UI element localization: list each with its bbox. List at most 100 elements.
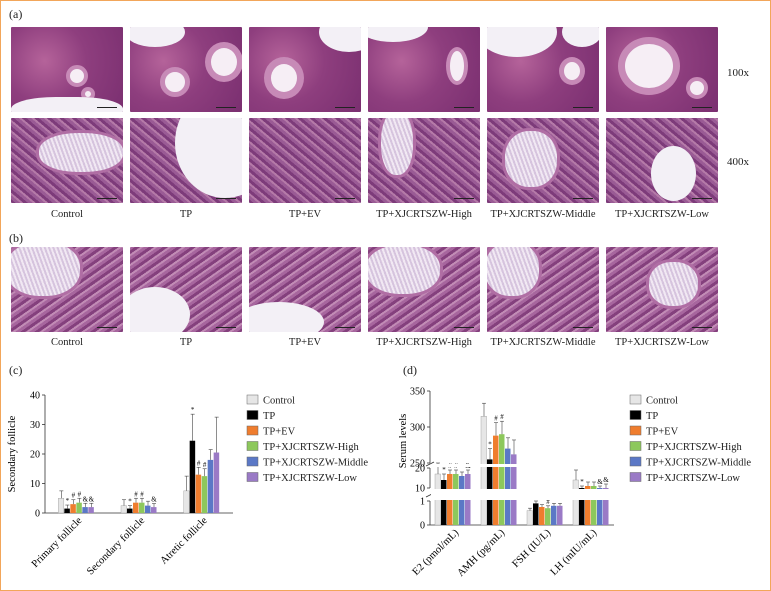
axis-break-gap bbox=[431, 489, 615, 500]
micrograph-b-tp bbox=[130, 247, 242, 332]
micrograph-100x-tp-ev bbox=[249, 27, 361, 112]
bar-0-5 bbox=[88, 507, 94, 513]
bar-2-1 bbox=[533, 503, 539, 525]
bar-3-5 bbox=[603, 488, 609, 525]
significance-mark: & bbox=[89, 495, 95, 503]
caption-b-tp: TP bbox=[179, 337, 193, 348]
legend-swatch-3 bbox=[246, 441, 259, 451]
bar-1-4 bbox=[145, 505, 151, 513]
legend-label-4: TP+XJCRTSZW-Middle bbox=[263, 458, 368, 469]
caption-b-low: TP+XJCRTSZW-Low bbox=[615, 337, 709, 348]
bar-3-1 bbox=[579, 488, 585, 525]
y-tick-label: 300 bbox=[410, 423, 425, 434]
bar-0-2 bbox=[70, 504, 76, 513]
legend-label-1: TP bbox=[263, 411, 275, 422]
bar-0-3 bbox=[76, 502, 82, 513]
micrograph-400x-middle bbox=[487, 118, 599, 203]
caption-a-tp: TP bbox=[179, 209, 193, 220]
y-axis-label: Secondary follicle bbox=[7, 415, 18, 492]
bar-2-3 bbox=[545, 508, 551, 525]
significance-mark: * bbox=[488, 441, 492, 449]
axis-break-gap bbox=[431, 464, 615, 467]
caption-a-high: TP+XJCRTSZW-High bbox=[376, 209, 472, 220]
bar-0-0 bbox=[58, 498, 65, 514]
legend-label-1: TP bbox=[646, 411, 658, 422]
bar-1-0 bbox=[480, 416, 487, 526]
bar-0-1 bbox=[64, 508, 70, 513]
x-category-label-0: Primary follicle bbox=[30, 515, 85, 570]
significance-mark: * bbox=[128, 498, 132, 506]
magnification-100x: 100x bbox=[727, 67, 749, 79]
significance-mark: & bbox=[597, 478, 603, 486]
significance-mark: # bbox=[546, 498, 550, 506]
bar-2-5 bbox=[557, 505, 563, 525]
significance-mark: & bbox=[603, 476, 609, 484]
micrograph-400x-tp bbox=[130, 118, 242, 203]
bar-3-2 bbox=[585, 486, 591, 525]
bar-0-4 bbox=[82, 507, 88, 513]
caption-a-control: Control bbox=[50, 209, 84, 220]
caption-b-high: TP+XJCRTSZW-High bbox=[376, 337, 472, 348]
micrograph-400x-tp-ev bbox=[249, 118, 361, 203]
y-tick-label: 1 bbox=[420, 497, 425, 508]
bar-1-0 bbox=[120, 505, 127, 514]
y-tick-label: 20 bbox=[30, 450, 40, 461]
significance-mark: # bbox=[72, 492, 76, 500]
y-tick-label: 10 bbox=[415, 484, 425, 495]
significance-mark: & bbox=[83, 495, 89, 503]
bar-3-0 bbox=[572, 479, 579, 526]
micrograph-100x-low bbox=[606, 27, 718, 112]
bar-2-1 bbox=[189, 440, 196, 513]
micrograph-100x-high bbox=[368, 27, 480, 112]
legend-swatch-4 bbox=[629, 456, 642, 467]
x-category-label-2: Atretic follicle bbox=[159, 515, 211, 567]
caption-a-middle: TP+XJCRTSZW-Middle bbox=[490, 209, 596, 220]
caption-b-middle: TP+XJCRTSZW-Middle bbox=[490, 337, 596, 348]
panel-a-label: (a) bbox=[9, 7, 23, 21]
bar-1-5 bbox=[151, 507, 157, 513]
x-category-label-2: FSH (IU/L) bbox=[510, 527, 553, 570]
micrograph-400x-high bbox=[368, 118, 480, 203]
panel-b-label: (b) bbox=[9, 231, 23, 245]
legend-label-5: TP+XJCRTSZW-Low bbox=[263, 473, 357, 484]
legend-swatch-1 bbox=[629, 410, 642, 420]
significance-mark: * bbox=[580, 478, 584, 486]
significance-mark: * bbox=[191, 406, 195, 414]
legend-swatch-1 bbox=[246, 410, 259, 420]
micrograph-b-high bbox=[368, 247, 480, 332]
legend-label-3: TP+XJCRTSZW-High bbox=[646, 442, 742, 453]
legend-label-4: TP+XJCRTSZW-Middle bbox=[646, 458, 751, 469]
legend-swatch-2 bbox=[246, 425, 259, 436]
bar-2-3 bbox=[201, 476, 208, 513]
significance-mark: * bbox=[442, 466, 446, 474]
micrograph-b-low bbox=[606, 247, 718, 332]
micrograph-100x-middle bbox=[487, 27, 599, 112]
bar-3-4 bbox=[597, 488, 603, 525]
x-category-label-1: AMH (pg/mL) bbox=[455, 527, 507, 579]
legend-swatch-0 bbox=[246, 394, 259, 405]
caption-b-control: Control bbox=[50, 337, 84, 348]
legend-label-0: Control bbox=[263, 396, 295, 407]
legend-swatch-5 bbox=[246, 472, 259, 482]
legend-label-2: TP+EV bbox=[646, 427, 679, 438]
micrograph-b-tp-ev bbox=[249, 247, 361, 332]
micrograph-100x-control bbox=[11, 27, 123, 112]
micrograph-400x-control bbox=[11, 118, 123, 203]
y-tick-label: 0 bbox=[35, 509, 40, 520]
panel-c-label: (c) bbox=[9, 363, 23, 377]
bar-2-0 bbox=[526, 510, 533, 526]
significance-mark: # bbox=[78, 490, 82, 498]
bar-1-1 bbox=[127, 508, 133, 513]
bar-0-1 bbox=[441, 480, 447, 525]
bar-2-5 bbox=[213, 452, 220, 513]
significance-mark: # bbox=[134, 490, 138, 498]
panel-d-label: (d) bbox=[403, 363, 417, 377]
significance-mark: # bbox=[203, 461, 207, 469]
axis-break-mark bbox=[425, 461, 435, 467]
bar-2-4 bbox=[207, 459, 214, 513]
bar-2-2 bbox=[539, 507, 545, 525]
micrograph-b-middle bbox=[487, 247, 599, 332]
bar-1-2 bbox=[133, 502, 139, 513]
bar-1-4 bbox=[505, 448, 511, 525]
